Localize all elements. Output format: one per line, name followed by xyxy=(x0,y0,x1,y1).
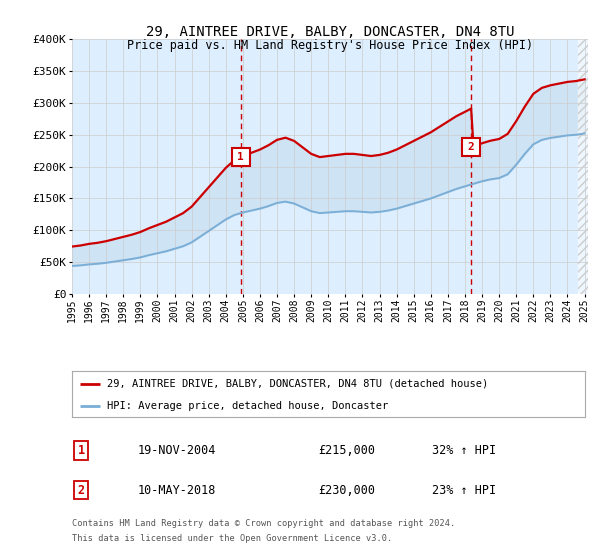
Text: 10-MAY-2018: 10-MAY-2018 xyxy=(138,483,217,497)
Text: Price paid vs. HM Land Registry's House Price Index (HPI): Price paid vs. HM Land Registry's House … xyxy=(127,39,533,52)
Text: £230,000: £230,000 xyxy=(318,483,375,497)
Text: Contains HM Land Registry data © Crown copyright and database right 2024.: Contains HM Land Registry data © Crown c… xyxy=(72,519,455,528)
Text: 32% ↑ HPI: 32% ↑ HPI xyxy=(432,444,496,458)
Text: 1: 1 xyxy=(77,444,85,458)
Text: 1: 1 xyxy=(238,152,244,162)
Text: 29, AINTREE DRIVE, BALBY, DONCASTER, DN4 8TU: 29, AINTREE DRIVE, BALBY, DONCASTER, DN4… xyxy=(146,25,514,39)
Text: £215,000: £215,000 xyxy=(318,444,375,458)
Text: 2: 2 xyxy=(468,142,475,152)
Text: 19-NOV-2004: 19-NOV-2004 xyxy=(138,444,217,458)
Text: 2: 2 xyxy=(77,483,85,497)
Text: This data is licensed under the Open Government Licence v3.0.: This data is licensed under the Open Gov… xyxy=(72,534,392,543)
Text: 29, AINTREE DRIVE, BALBY, DONCASTER, DN4 8TU (detached house): 29, AINTREE DRIVE, BALBY, DONCASTER, DN4… xyxy=(107,379,488,389)
Text: HPI: Average price, detached house, Doncaster: HPI: Average price, detached house, Donc… xyxy=(107,401,388,410)
Text: 23% ↑ HPI: 23% ↑ HPI xyxy=(432,483,496,497)
